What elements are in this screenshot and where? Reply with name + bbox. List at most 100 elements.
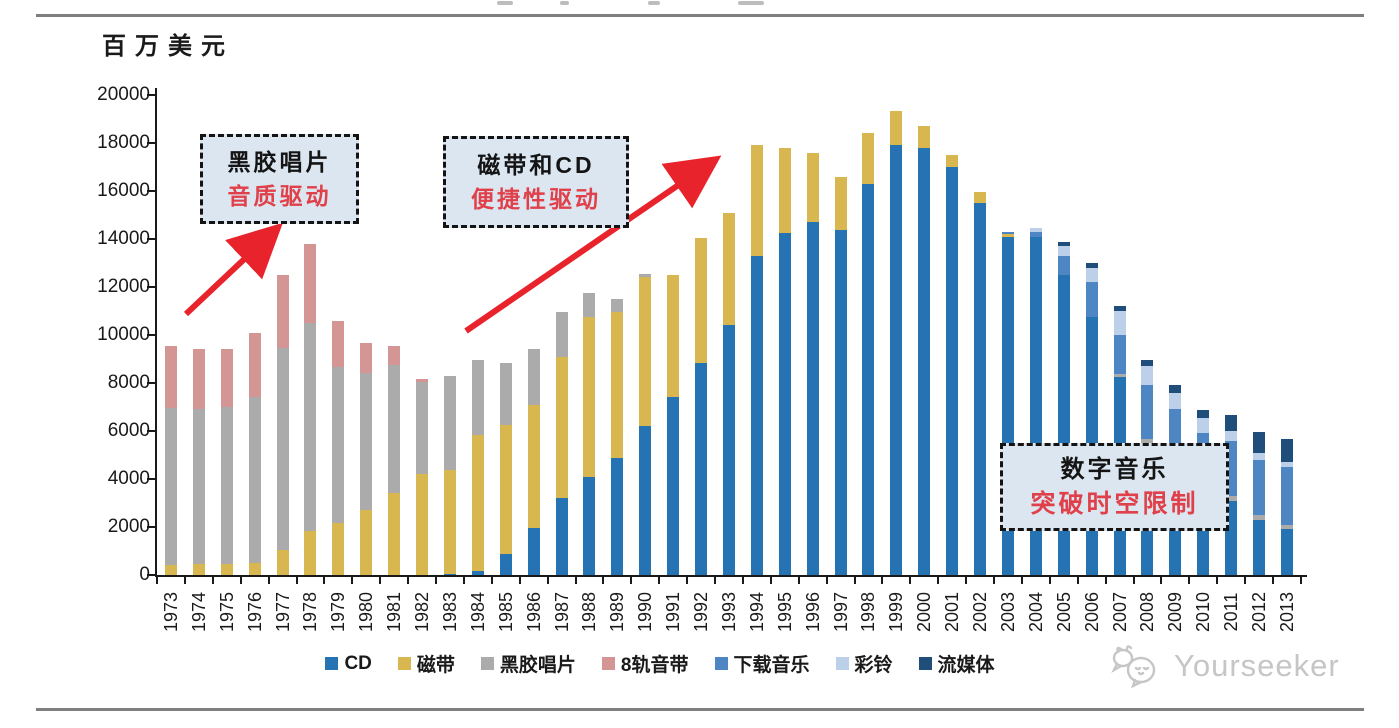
- x-tick-label: 1979: [328, 591, 349, 633]
- bar-segment-1974: [192, 409, 205, 565]
- x-axis-tick: [1104, 577, 1107, 584]
- bar-segment-1993: [722, 325, 735, 575]
- x-axis-tick: [741, 577, 744, 584]
- bottom-divider: [36, 708, 1364, 711]
- legend-label: 下载音乐: [733, 655, 810, 676]
- x-tick-label: 2005: [1053, 591, 1074, 633]
- bar-segment-2010: [1197, 409, 1210, 419]
- legend-label: 彩铃: [854, 655, 893, 676]
- bar-segment-1987: [555, 356, 568, 499]
- cropped-title-fragment: [738, 1, 764, 5]
- bar-segment-1981: [388, 493, 401, 575]
- x-axis-tick: [239, 577, 242, 584]
- annotation-box-tape-cd-era: 磁带和CD 便捷性驱动: [443, 136, 629, 228]
- watermark-text: Yourseeker: [1174, 648, 1340, 683]
- annotation-title: 黑胶唱片: [227, 149, 332, 175]
- bar-segment-1976: [248, 397, 261, 563]
- bar-segment-2012: [1253, 519, 1266, 575]
- bar-segment-2004: [1029, 228, 1042, 232]
- bar-segment-2013: [1280, 439, 1293, 463]
- y-axis-tick: [147, 94, 155, 96]
- bar-segment-2009: [1169, 392, 1182, 410]
- x-axis-tick: [267, 577, 270, 584]
- legend-item: 磁带: [397, 650, 455, 677]
- bar-segment-1982: [416, 474, 429, 575]
- bar-segment-1979: [332, 366, 345, 523]
- x-tick-label: 2000: [914, 591, 935, 633]
- x-axis-tick: [435, 577, 437, 584]
- bar-segment-1986: [527, 349, 540, 405]
- bar-segment-1974: [192, 564, 205, 575]
- bar-segment-1999: [890, 110, 903, 146]
- x-tick-label: 1985: [495, 591, 516, 633]
- x-axis-tick: [1076, 577, 1079, 584]
- x-tick-label: 1993: [718, 591, 739, 633]
- bar-segment-1976: [248, 563, 261, 575]
- legend-item: 下载音乐: [714, 650, 810, 677]
- bar-segment-2003: [1001, 231, 1014, 235]
- y-tick-label: 18000: [97, 132, 150, 153]
- bar-segment-1979: [332, 522, 345, 575]
- x-tick-label: 1978: [300, 591, 321, 633]
- x-tick-label: 1982: [412, 591, 433, 633]
- y-tick-label: 10000: [97, 324, 150, 345]
- bar-segment-2006: [1085, 281, 1098, 317]
- bar-segment-2007: [1113, 373, 1126, 378]
- x-tick-label: 1990: [635, 591, 656, 633]
- bar-segment-1983: [443, 574, 456, 575]
- x-tick-label: 1981: [384, 591, 405, 633]
- bar-segment-1991: [667, 397, 680, 575]
- bar-segment-2009: [1169, 385, 1182, 393]
- bar-segment-1982: [416, 379, 429, 382]
- bar-segment-2012: [1253, 459, 1266, 515]
- bar-segment-2005: [1057, 255, 1070, 275]
- bar-segment-2011: [1225, 495, 1238, 501]
- x-tick-label: 2009: [1165, 591, 1186, 633]
- bar-segment-2013: [1280, 529, 1293, 575]
- legend-label: 黑胶唱片: [499, 655, 576, 676]
- x-tick-label: 2010: [1193, 591, 1214, 633]
- bar-segment-2010: [1197, 418, 1210, 433]
- bar-segment-2001: [946, 167, 959, 575]
- legend-label: CD: [344, 652, 372, 674]
- bar-segment-1975: [220, 407, 233, 565]
- x-axis-tick: [714, 577, 716, 584]
- x-axis-tick: [407, 577, 410, 584]
- bar-segment-2007: [1113, 306, 1126, 312]
- bar-segment-1980: [360, 373, 373, 511]
- x-axis-tick: [1188, 577, 1191, 584]
- x-tick-label: 1977: [272, 591, 293, 633]
- x-axis-tick: [1272, 577, 1274, 584]
- y-axis-unit-label: 百万美元: [102, 31, 234, 60]
- bar-segment-1976: [248, 332, 261, 398]
- x-axis-tick: [1160, 577, 1163, 584]
- bar-segment-2013: [1280, 467, 1293, 525]
- bar-segment-2011: [1225, 415, 1238, 431]
- bar-segment-1978: [304, 323, 317, 532]
- x-tick-label: 1975: [216, 591, 237, 633]
- x-tick-label: 2006: [1081, 591, 1102, 633]
- x-axis-tick: [630, 577, 633, 584]
- legend-item: 彩铃: [835, 650, 893, 677]
- x-tick-label: 1973: [160, 591, 181, 633]
- bar-segment-2007: [1113, 311, 1126, 336]
- bar-segment-1983: [443, 376, 456, 470]
- bar-segment-2001: [946, 155, 959, 167]
- bar-segment-1989: [611, 312, 624, 459]
- y-tick-label: 0: [139, 564, 150, 585]
- x-tick-label: 2002: [970, 591, 991, 633]
- y-axis-tick: [147, 430, 155, 432]
- bar-segment-1994: [750, 145, 763, 256]
- bar-segment-1986: [527, 528, 540, 575]
- x-axis-tick: [965, 577, 968, 584]
- x-axis-tick: [658, 577, 661, 584]
- x-tick-label: 1997: [830, 591, 851, 633]
- bar-segment-2000: [918, 126, 931, 148]
- bar-segment-2012: [1253, 432, 1266, 453]
- x-tick-label: 2013: [1276, 591, 1297, 633]
- x-axis-tick: [797, 577, 800, 584]
- bar-segment-2008: [1141, 366, 1154, 386]
- x-axis-tick: [183, 577, 186, 584]
- bar-segment-1973: [164, 565, 177, 575]
- legend-swatch: [325, 657, 339, 670]
